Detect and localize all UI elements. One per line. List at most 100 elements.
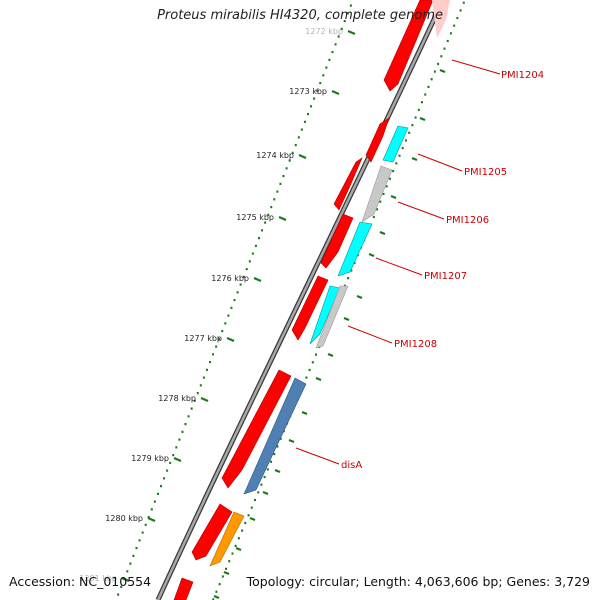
ruler-tick [278,215,287,222]
gene-red-7[interactable] [191,503,233,561]
ruler-dot [196,392,199,395]
track-tick [288,438,295,444]
track-dot [421,101,424,104]
gene-label[interactable]: PMI1206 [446,215,489,226]
track-tick [390,194,397,200]
gene-label[interactable]: PMI1204 [501,70,544,81]
gene-red-2[interactable] [365,117,390,163]
track-tick [223,570,230,576]
genome-backbone [155,0,446,600]
track-dot [305,376,308,379]
track-dot [353,261,356,264]
ruler-dot [193,399,196,402]
ruler-dot [340,27,343,30]
gene-pmi1208-a[interactable] [309,285,341,345]
gene-disa[interactable] [243,377,307,495]
kbp-ruler [117,4,356,596]
track-dot [234,544,237,547]
ruler-dot [144,523,147,526]
track-dot [430,78,433,81]
ruler-dot [126,570,129,573]
gene-red-8[interactable] [173,577,194,600]
track-dot [408,131,411,134]
track-dot [462,1,465,4]
gene-orange[interactable] [209,511,245,567]
track-dot [398,154,401,157]
ruler-dot [334,43,337,46]
track-dot [388,177,391,180]
ruler-dot [270,206,273,209]
track-dot [241,529,244,532]
track-dot [424,93,427,96]
track-tick [315,376,322,382]
gene-red-6[interactable] [221,369,292,489]
ruler-dot [120,585,123,588]
ruler-dot [141,531,144,534]
track-dot [395,162,398,165]
gene-pmi1207[interactable] [337,221,373,277]
track-dot [433,70,436,73]
track-dot [279,437,282,440]
gene-pmi1208-b[interactable] [315,285,349,349]
track-dot [446,39,449,43]
gene-red-5[interactable] [291,275,329,341]
track-tick [274,468,281,474]
ruler-dot [129,562,132,565]
track-dot [212,598,215,600]
ruler-dot [331,51,334,54]
gene-label[interactable]: PMI1207 [424,271,467,282]
ruler-dot [239,283,242,286]
gene-label[interactable]: disA [341,460,362,471]
track-tick [235,546,242,552]
track-dot [347,277,350,280]
track-dot [443,47,446,50]
label-leaders [295,59,501,465]
gene-pmi1204-arrow[interactable] [383,0,434,92]
ruler-label: 1276 kbp [211,274,249,283]
track-tick [213,594,220,600]
gene-red-3[interactable] [333,157,363,211]
ruler-tick [147,516,156,523]
ruler-dot [343,20,346,23]
track-dot [221,575,224,578]
ruler-dot [236,291,239,294]
track-dot [273,453,276,456]
ruler-label: 1280 kbp [105,514,143,523]
track-dot [385,185,388,188]
gene-pmi1204-highlight [432,0,450,38]
track-dot [250,506,253,509]
ruler-dot [251,252,254,255]
track-tick [411,156,418,162]
track-tick [419,116,426,122]
ruler-dot [261,229,264,232]
track-dot [417,108,420,111]
ruler-dot [300,128,303,131]
ruler-dot [267,213,270,216]
gene-label[interactable]: PMI1208 [394,339,437,350]
ruler-tick [200,396,209,403]
gene-pmi1206[interactable] [361,165,393,223]
gene-label[interactable]: PMI1205 [464,167,507,178]
ruler-label: 1272 kbp [305,27,343,36]
ruler-dot [279,182,282,185]
track-dot [404,139,407,142]
ruler-dot [199,384,202,387]
gene-red-4[interactable] [320,213,354,269]
ruler-label: 1277 kbp [184,334,222,343]
track-dot [382,192,385,196]
gene-pmi1205[interactable] [382,125,409,163]
ruler-dot [166,469,169,472]
ruler-dot [273,198,276,201]
track-dot [247,514,250,517]
ruler-dot [212,353,215,356]
ruler-dot [346,12,349,15]
ruler-tick [331,89,340,96]
track-dot [270,460,273,463]
track-dot [266,468,269,471]
ruler-dot [227,314,230,317]
ruler-dot [205,368,208,371]
ruler-tick [121,576,130,583]
track-dot [215,590,218,593]
ruler-dot [215,345,218,348]
